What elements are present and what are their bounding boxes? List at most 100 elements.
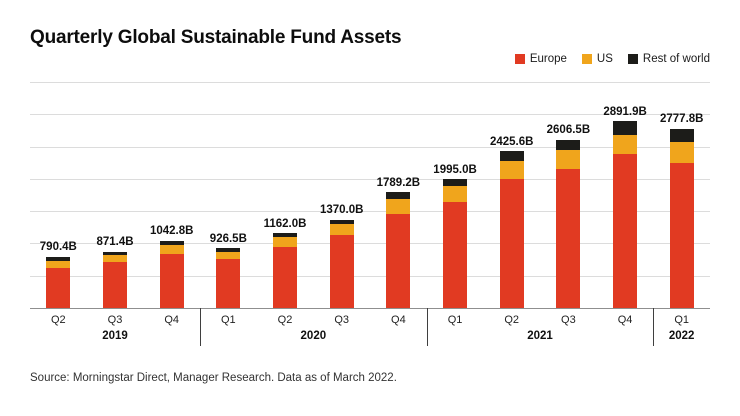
bar-segment-europe — [216, 259, 241, 308]
bar-segment-rest-of-world — [103, 251, 127, 256]
bar-segment-rest-of-world — [499, 151, 524, 162]
stacked-bar — [556, 139, 581, 308]
page-title: Quarterly Global Sustainable Fund Assets — [30, 27, 402, 48]
bar-segment-us — [46, 260, 71, 268]
stacked-bar — [499, 151, 524, 308]
bar-segment-rest-of-world — [613, 121, 638, 135]
bars-container: 790.4B 871.4B 1042.8B 926.5B 1162.0B 1370.0B 1… — [30, 82, 710, 308]
bar-total-label: 2891.9B — [603, 105, 647, 118]
bar-segment-rest-of-world — [46, 256, 71, 261]
bar-segment-us — [443, 185, 468, 202]
bar-total-label: 2606.5B — [546, 124, 591, 137]
bar-segment-rest-of-world — [273, 233, 298, 238]
bar-segment-us — [386, 199, 411, 214]
legend: Europe US Rest of world — [514, 53, 710, 65]
bar-total-label: 926.5B — [209, 232, 247, 245]
quarter-label: Q2 — [504, 314, 520, 326]
gridline — [30, 275, 710, 277]
bar-segment-europe — [159, 253, 184, 308]
x-axis-baseline — [30, 308, 710, 309]
quarter-label: Q3 — [561, 314, 576, 326]
bar-segment-europe — [669, 162, 694, 308]
bar-segment-rest-of-world — [329, 219, 354, 225]
stacked-bar — [613, 121, 638, 308]
bar-segment-europe — [386, 213, 411, 308]
quarter-label: Q1 — [447, 314, 463, 326]
plot-area: 790.4B 871.4B 1042.8B 926.5B 1162.0B 1370.0B 1… — [30, 82, 710, 309]
legend-item: Europe — [514, 53, 567, 65]
gridline — [30, 82, 710, 83]
bar-cell: 2606.5B — [540, 82, 597, 308]
bar-cell: 1370.0B — [313, 82, 370, 308]
stacked-bar — [159, 240, 184, 308]
legend-item: Rest of world — [627, 53, 710, 65]
stacked-bar — [329, 219, 354, 308]
year-label: 2019 — [102, 330, 128, 342]
bar-segment-europe — [443, 201, 468, 308]
quarter-label: Q4 — [391, 314, 406, 326]
bar-segment-rest-of-world — [216, 248, 241, 252]
quarter-labels-row: Q2 Q3 Q4 Q1 Q2 Q3 Q4 Q1 Q2 Q3 Q4 Q1 — [30, 308, 710, 326]
year-label: 2021 — [527, 330, 553, 342]
bar-total-label: 1370.0B — [319, 204, 364, 217]
bar-segment-us — [499, 161, 524, 179]
bar-segment-europe — [329, 235, 354, 308]
legend-swatch-icon — [514, 54, 525, 64]
bar-segment-rest-of-world — [386, 192, 411, 200]
quarter-label: Q3 — [334, 314, 350, 326]
gridline — [30, 178, 710, 180]
bar-segment-europe — [273, 246, 298, 308]
quarter-label: Q2 — [277, 314, 293, 326]
legend-swatch-icon — [627, 54, 638, 64]
bar-cell: 1042.8B — [143, 82, 200, 308]
year-labels-row: 2019 2020 2021 2022 — [30, 326, 710, 342]
bar-segment-europe — [556, 169, 581, 308]
bar-segment-europe — [103, 261, 127, 308]
bar-cell: 1789.2B — [370, 82, 427, 308]
bar-segment-rest-of-world — [159, 240, 184, 245]
quarter-label: Q2 — [50, 314, 66, 326]
quarter-label: Q4 — [164, 314, 180, 326]
bar-segment-europe — [46, 267, 71, 308]
bar-cell: 2891.9B — [597, 82, 654, 308]
stacked-bar — [669, 128, 694, 308]
year-label: 2020 — [300, 330, 327, 342]
bar-segment-europe — [499, 178, 524, 308]
stacked-bar — [386, 192, 411, 308]
legend-label: Europe — [529, 53, 567, 65]
bar-segment-europe — [613, 154, 638, 308]
legend-label: Rest of world — [642, 53, 710, 65]
bar-segment-rest-of-world — [556, 139, 581, 151]
bar-segment-us — [159, 244, 184, 254]
bar-cell: 2777.8B — [653, 82, 710, 308]
bar-segment-us — [103, 255, 127, 262]
legend-swatch-icon — [581, 54, 592, 64]
gridline — [30, 146, 710, 148]
stacked-bar — [216, 248, 241, 308]
bar-cell: 2425.6B — [483, 82, 540, 308]
bar-segment-rest-of-world — [669, 128, 694, 142]
bar-segment-us — [216, 251, 241, 259]
x-axis: Q2 Q3 Q4 Q1 Q2 Q3 Q4 Q1 Q2 Q3 Q4 Q1 2019 2020 2021 202… — [30, 308, 710, 353]
year-divider — [200, 308, 201, 346]
legend-item: US — [581, 53, 613, 65]
stacked-bar — [103, 251, 127, 308]
bar-segment-us — [273, 237, 298, 247]
stacked-bar — [273, 233, 298, 308]
year-divider — [426, 308, 428, 346]
bar-total-label: 1789.2B — [376, 176, 421, 189]
bar-total-label: 1042.8B — [149, 225, 194, 238]
bar-cell: 1162.0B — [257, 82, 314, 308]
gridline — [30, 114, 710, 116]
bar-segment-rest-of-world — [443, 179, 468, 186]
source-note: Source: Morningstar Direct, Manager Rese… — [30, 372, 397, 384]
bar-cell: 871.4B — [87, 82, 144, 308]
quarter-label: Q3 — [107, 314, 123, 326]
quarter-label: Q4 — [617, 314, 633, 326]
bar-segment-us — [329, 224, 354, 236]
bar-total-label: 2425.6B — [489, 135, 534, 148]
bar-total-label: 871.4B — [96, 236, 134, 249]
bar-segment-us — [556, 150, 581, 170]
bar-cell: 790.4B — [30, 82, 87, 308]
